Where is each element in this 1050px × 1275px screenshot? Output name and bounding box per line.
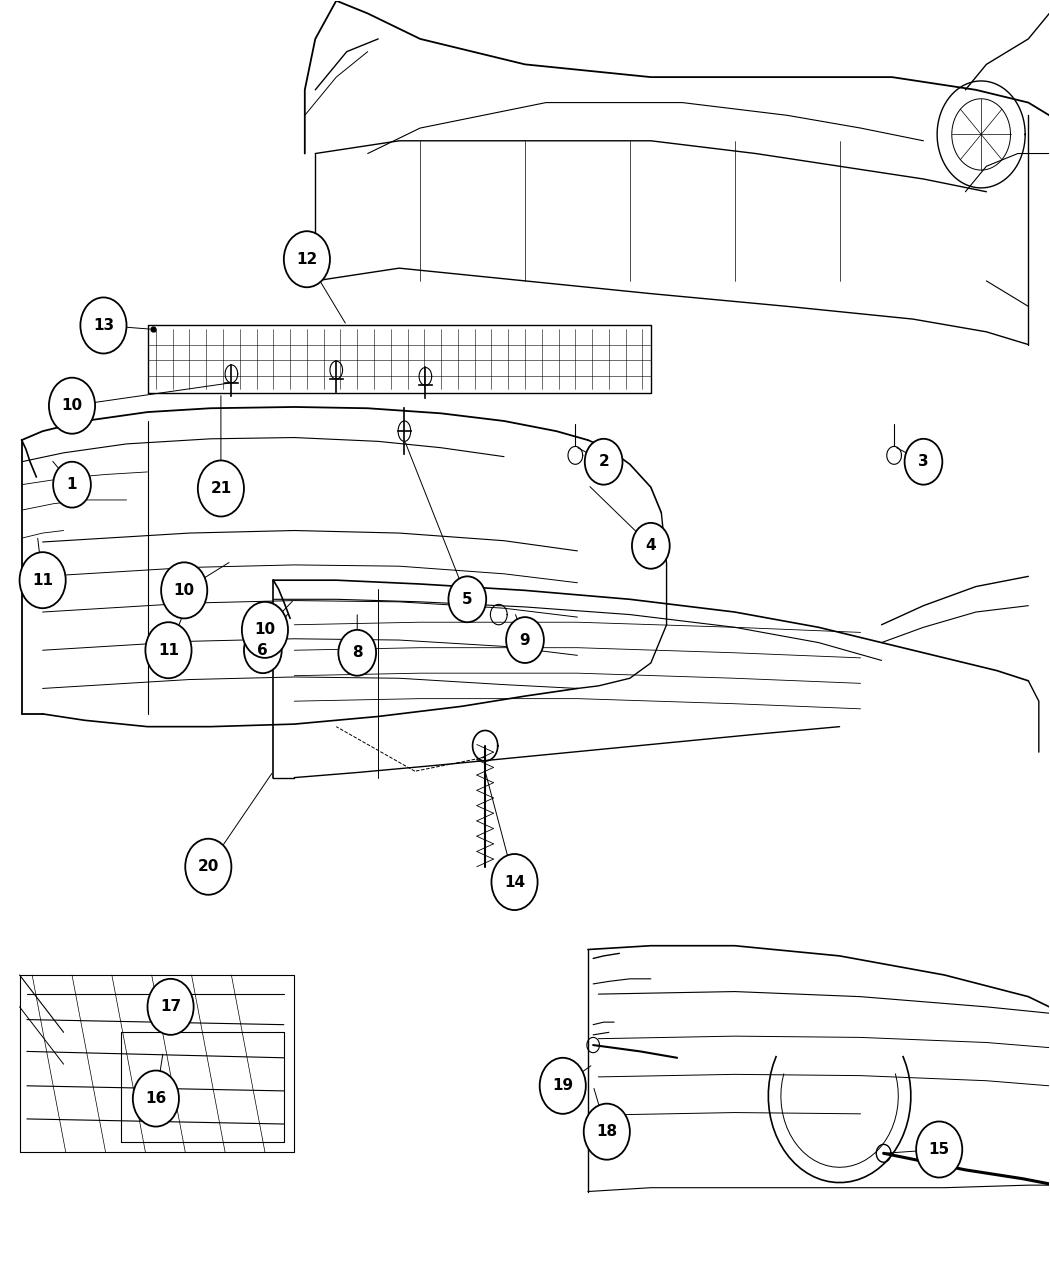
Text: 4: 4 (646, 538, 656, 553)
Circle shape (491, 854, 538, 910)
Circle shape (632, 523, 670, 569)
Text: 15: 15 (928, 1142, 950, 1156)
Text: 10: 10 (254, 622, 275, 638)
Circle shape (81, 297, 127, 353)
Circle shape (338, 630, 376, 676)
Text: 2: 2 (598, 454, 609, 469)
Text: 12: 12 (296, 251, 317, 266)
Text: 14: 14 (504, 875, 525, 890)
Circle shape (20, 552, 66, 608)
Circle shape (585, 439, 623, 484)
Text: 5: 5 (462, 592, 472, 607)
Text: 10: 10 (173, 583, 194, 598)
Circle shape (448, 576, 486, 622)
Text: 11: 11 (33, 572, 54, 588)
Text: 8: 8 (352, 645, 362, 660)
Text: 3: 3 (918, 454, 929, 469)
Circle shape (185, 839, 231, 895)
Circle shape (161, 562, 207, 618)
Circle shape (49, 377, 96, 434)
Text: 16: 16 (145, 1091, 167, 1105)
Circle shape (584, 1104, 630, 1160)
Circle shape (145, 622, 191, 678)
Circle shape (54, 462, 91, 507)
Circle shape (242, 602, 288, 658)
Circle shape (197, 460, 244, 516)
Text: 10: 10 (62, 398, 83, 413)
Text: 20: 20 (197, 859, 219, 875)
Text: 6: 6 (257, 643, 268, 658)
Circle shape (244, 627, 281, 673)
Text: 1: 1 (67, 477, 78, 492)
Circle shape (132, 1071, 179, 1127)
Text: 21: 21 (210, 481, 232, 496)
Circle shape (284, 231, 330, 287)
Text: 17: 17 (160, 1000, 182, 1015)
Text: 19: 19 (552, 1079, 573, 1093)
Text: 11: 11 (158, 643, 179, 658)
Text: 18: 18 (596, 1125, 617, 1139)
Circle shape (147, 979, 193, 1035)
Text: 13: 13 (92, 317, 114, 333)
Circle shape (506, 617, 544, 663)
Circle shape (540, 1058, 586, 1114)
Text: 9: 9 (520, 632, 530, 648)
Circle shape (917, 1122, 962, 1178)
Circle shape (905, 439, 942, 484)
